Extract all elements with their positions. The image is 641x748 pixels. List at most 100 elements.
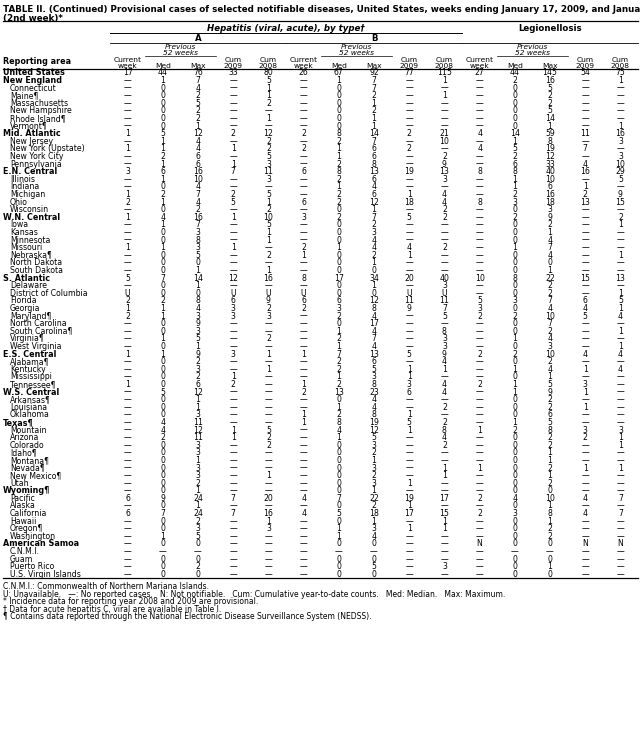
Text: 2: 2 — [477, 509, 482, 518]
Text: 2: 2 — [337, 137, 341, 146]
Text: 1: 1 — [196, 266, 201, 275]
Text: 0: 0 — [512, 456, 517, 465]
Text: 5: 5 — [231, 197, 236, 206]
Text: 0: 0 — [337, 205, 341, 214]
Text: Florida: Florida — [10, 296, 37, 305]
Text: —: — — [405, 266, 413, 275]
Text: —: — — [405, 456, 413, 465]
Text: Connecticut: Connecticut — [10, 84, 57, 93]
Text: New Jersey: New Jersey — [10, 137, 53, 146]
Text: 1: 1 — [160, 349, 165, 358]
Text: 3: 3 — [266, 159, 271, 168]
Text: 2: 2 — [547, 479, 553, 488]
Text: 6: 6 — [512, 159, 517, 168]
Text: —: — — [124, 570, 131, 579]
Text: 0: 0 — [337, 479, 341, 488]
Text: New York (Upstate): New York (Upstate) — [10, 144, 85, 153]
Text: —: — — [405, 342, 413, 351]
Text: —: — — [617, 570, 624, 579]
Text: —: — — [300, 175, 308, 184]
Text: 0: 0 — [512, 228, 517, 237]
Text: 3: 3 — [196, 365, 201, 374]
Text: 8: 8 — [372, 380, 376, 389]
Text: 12: 12 — [545, 152, 555, 161]
Text: 5: 5 — [547, 84, 553, 93]
Text: Mid. Atlantic: Mid. Atlantic — [3, 129, 61, 138]
Text: 1: 1 — [442, 365, 447, 374]
Text: 1: 1 — [337, 373, 341, 381]
Text: North Carolina: North Carolina — [10, 319, 67, 328]
Text: 1: 1 — [618, 433, 623, 442]
Text: 1: 1 — [512, 418, 517, 427]
Text: —: — — [405, 486, 413, 495]
Text: —: — — [476, 418, 483, 427]
Text: 0: 0 — [160, 266, 165, 275]
Text: —: — — [124, 486, 131, 495]
Text: 1: 1 — [196, 395, 201, 404]
Text: —: — — [440, 144, 448, 153]
Text: 3: 3 — [196, 464, 201, 473]
Text: —: — — [476, 357, 483, 366]
Text: —: — — [617, 144, 624, 153]
Text: —: — — [124, 99, 131, 108]
Text: —: — — [581, 228, 589, 237]
Text: —: — — [476, 395, 483, 404]
Text: —: — — [124, 334, 131, 343]
Text: —: — — [476, 228, 483, 237]
Text: 2008: 2008 — [259, 63, 278, 69]
Text: 2: 2 — [512, 152, 517, 161]
Text: —: — — [124, 258, 131, 267]
Text: 2: 2 — [125, 296, 130, 305]
Text: Texas¶: Texas¶ — [3, 418, 34, 427]
Text: —: — — [124, 327, 131, 336]
Text: 2: 2 — [442, 418, 447, 427]
Text: 0: 0 — [547, 555, 553, 564]
Text: —: — — [476, 114, 483, 123]
Text: 5: 5 — [512, 144, 517, 153]
Text: 3: 3 — [266, 175, 271, 184]
Text: —: — — [476, 221, 483, 230]
Text: 34: 34 — [369, 274, 379, 283]
Text: 0: 0 — [372, 266, 376, 275]
Text: 0: 0 — [512, 402, 517, 411]
Text: —: — — [476, 99, 483, 108]
Text: 8: 8 — [372, 159, 376, 168]
Text: 1: 1 — [547, 228, 553, 237]
Text: —: — — [440, 411, 448, 420]
Text: —: — — [124, 471, 131, 480]
Text: 5: 5 — [547, 380, 553, 389]
Text: 0: 0 — [160, 539, 165, 548]
Text: —: — — [476, 373, 483, 381]
Text: 2: 2 — [266, 137, 271, 146]
Text: 2: 2 — [337, 365, 341, 374]
Text: 1: 1 — [618, 221, 623, 230]
Text: —: — — [124, 411, 131, 420]
Text: —: — — [300, 562, 308, 571]
Text: 33: 33 — [545, 159, 555, 168]
Text: —: — — [405, 84, 413, 93]
Text: 3: 3 — [196, 441, 201, 450]
Text: —: — — [617, 84, 624, 93]
Text: —: — — [229, 99, 237, 108]
Text: 1: 1 — [618, 76, 623, 85]
Text: 1: 1 — [125, 304, 130, 313]
Text: —: — — [405, 99, 413, 108]
Text: 0: 0 — [337, 258, 341, 267]
Text: —: — — [300, 479, 308, 488]
Text: 0: 0 — [160, 570, 165, 579]
Text: 27: 27 — [475, 68, 485, 77]
Text: 0: 0 — [337, 464, 341, 473]
Text: U: U — [125, 289, 130, 298]
Text: —: — — [124, 464, 131, 473]
Text: —: — — [265, 418, 272, 427]
Text: —: — — [300, 433, 308, 442]
Text: 8: 8 — [337, 418, 341, 427]
Text: 4: 4 — [477, 129, 482, 138]
Text: 0: 0 — [512, 448, 517, 457]
Text: —: — — [124, 517, 131, 526]
Text: Previous: Previous — [517, 44, 548, 50]
Text: 1: 1 — [583, 402, 588, 411]
Text: 7: 7 — [547, 243, 553, 252]
Text: 0: 0 — [160, 289, 165, 298]
Text: —: — — [617, 319, 624, 328]
